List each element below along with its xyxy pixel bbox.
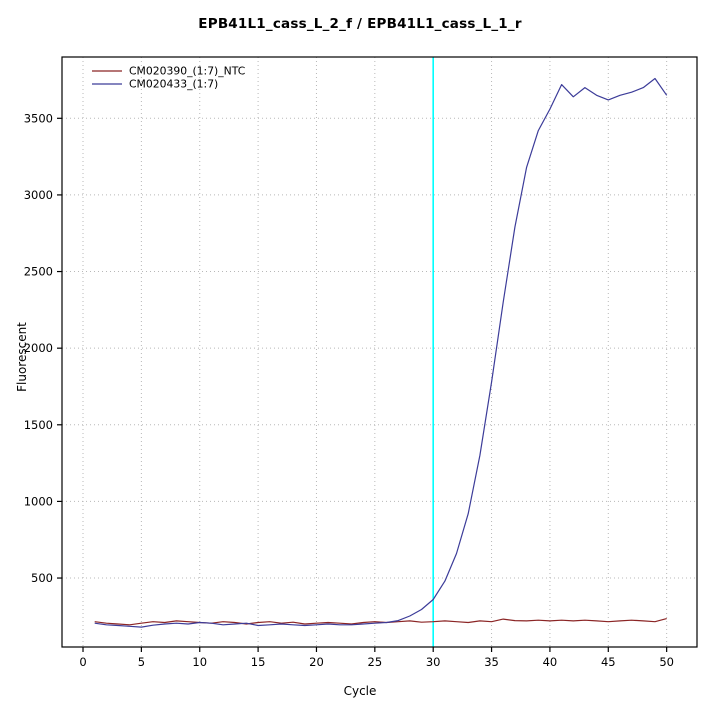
x-tick-label: 30	[426, 655, 441, 669]
x-axis-label: Cycle	[343, 684, 377, 698]
x-tick-label: 0	[79, 655, 86, 669]
y-tick-label: 1000	[24, 494, 53, 508]
x-tick-label: 15	[251, 655, 266, 669]
plot-border	[61, 56, 698, 648]
y-tick-label: 2500	[24, 265, 53, 279]
chart-title: EPB41L1_cass_L_2_f / EPB41L1_cass_L_1_r	[198, 16, 522, 32]
series-line	[94, 77, 668, 628]
y-tick-label: 3000	[24, 188, 53, 202]
x-tick-label: 45	[601, 655, 616, 669]
y-tick-label: 1500	[24, 418, 53, 432]
x-tick-label: 25	[368, 655, 383, 669]
x-tick-label: 35	[484, 655, 499, 669]
x-tick-label: 20	[309, 655, 324, 669]
y-tick-label: 3500	[24, 111, 53, 125]
legend-label: CM020390_(1:7)_NTC	[129, 65, 245, 78]
x-tick-label: 50	[659, 655, 674, 669]
y-tick-label: 500	[31, 571, 53, 585]
x-tick-label: 10	[192, 655, 207, 669]
y-tick-label: 2000	[24, 341, 53, 355]
series-line	[94, 618, 667, 626]
legend-label: CM020433_(1:7)	[129, 78, 218, 91]
x-tick-label: 40	[543, 655, 558, 669]
x-tick-label: 5	[138, 655, 145, 669]
